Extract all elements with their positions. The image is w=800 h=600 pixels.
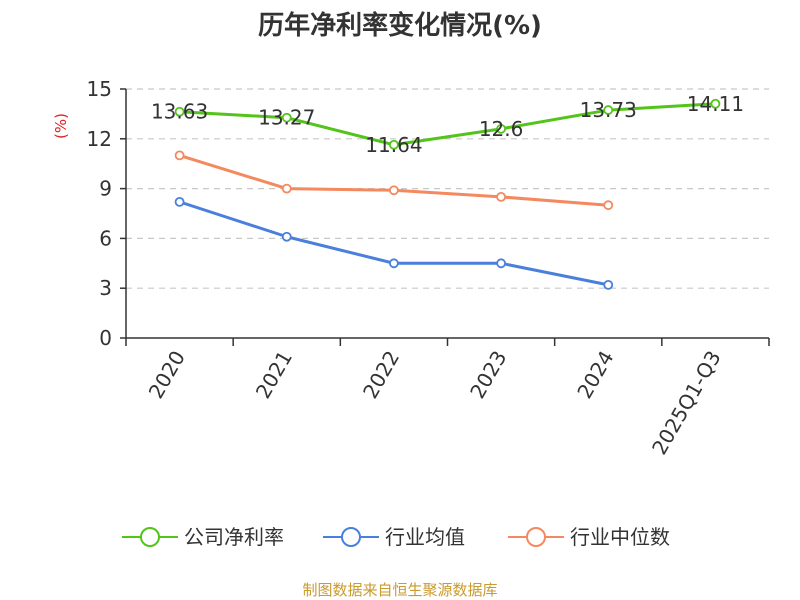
series-line-1 [179,200,609,287]
point-1-2021 [281,231,292,242]
source-note: 制图数据来自恒生聚源数据库 [302,581,497,599]
data-label-2020: 13.63 [151,100,208,124]
point-1-2024 [603,279,614,290]
legend-marker-0 [140,527,160,547]
point-2-2023 [496,191,506,202]
point-1-2023 [496,258,506,269]
point-2-2024 [603,200,614,211]
series-group [174,98,721,290]
x-tick-label-2021: 2021 [251,347,297,403]
x-tick-label-2024: 2024 [572,347,618,403]
point-2-2022 [389,185,399,196]
legend-label-2: 行业中位数 [570,525,670,549]
series-line-2 [179,153,609,207]
point-0-2025Q1-Q3 [710,98,721,109]
legend-label-0: 公司净利率 [184,525,284,549]
axes: 0 3 6 9 12 15 2020 2021 2022 2023 2024 2025Q1-Q3 [87,77,770,459]
legend: 公司净利率 行业均值 行业中位数 [122,525,670,549]
point-0-2023 [496,123,506,134]
data-label-2025Q1-Q3: 14.11 [687,92,744,116]
y-axis-label: (%) [52,113,70,139]
data-label-2023: 12.6 [479,117,524,141]
point-2-2020 [174,150,185,161]
x-tick-label-2022: 2022 [358,347,404,403]
y-tick-label-9: 9 [99,177,112,201]
legend-marker-1 [341,527,361,547]
data-labels: 13.63 13.27 11.64 12.6 13.73 14.11 [151,92,744,157]
chart-title: 历年净利率变化情况(%) [258,10,542,41]
y-tick-label-12: 12 [87,127,112,151]
point-1-2022 [389,258,399,269]
data-label-2021: 13.27 [258,106,315,130]
point-0-2020 [174,106,185,117]
data-label-2024: 13.73 [580,98,637,122]
x-tick-label-2023: 2023 [465,347,511,403]
point-2-2021 [281,183,292,194]
y-tick-label-3: 3 [99,276,112,300]
data-label-2022: 11.64 [365,133,422,157]
legend-label-1: 行业均值 [385,525,465,549]
y-tick-label-0: 0 [99,326,112,350]
y-tick-label-15: 15 [87,77,112,101]
series-line-0 [179,102,716,147]
y-tick-label-6: 6 [99,226,112,250]
point-1-2020 [174,196,185,207]
point-0-2022 [389,139,399,150]
point-0-2021 [281,112,292,123]
gridlines [126,88,769,289]
x-tick-label-2025Q1-Q3: 2025Q1-Q3 [647,347,726,459]
legend-marker-2 [526,527,546,547]
x-tick-label-2020: 2020 [144,347,190,403]
point-0-2024 [603,105,614,115]
